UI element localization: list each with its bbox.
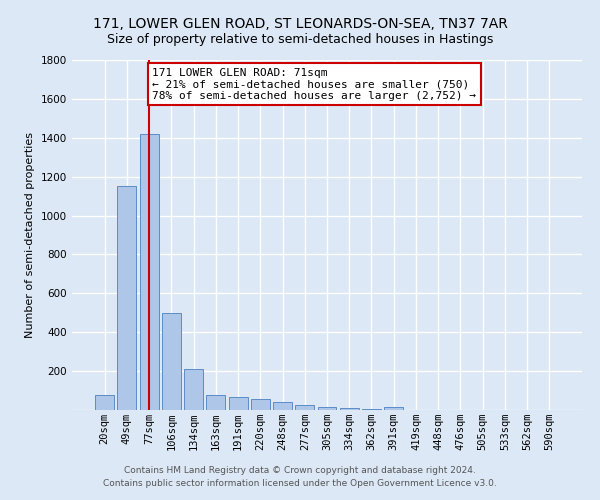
Bar [317,407,337,410]
Text: Contains HM Land Registry data © Crown copyright and database right 2024.
Contai: Contains HM Land Registry data © Crown c… [103,466,497,487]
Bar [118,186,136,410]
Y-axis label: Number of semi-detached properties: Number of semi-detached properties [25,132,35,338]
Bar [273,402,292,410]
Bar [295,404,314,410]
Bar [206,396,225,410]
Bar [95,396,114,410]
Text: 171 LOWER GLEN ROAD: 71sqm
← 21% of semi-detached houses are smaller (750)
78% o: 171 LOWER GLEN ROAD: 71sqm ← 21% of semi… [152,68,476,101]
Bar [384,406,403,410]
Bar [251,400,270,410]
Bar [140,134,158,410]
Bar [162,313,181,410]
Bar [229,398,248,410]
Text: 171, LOWER GLEN ROAD, ST LEONARDS-ON-SEA, TN37 7AR: 171, LOWER GLEN ROAD, ST LEONARDS-ON-SEA… [92,18,508,32]
Bar [184,369,203,410]
Bar [340,408,359,410]
Text: Size of property relative to semi-detached houses in Hastings: Size of property relative to semi-detach… [107,32,493,46]
